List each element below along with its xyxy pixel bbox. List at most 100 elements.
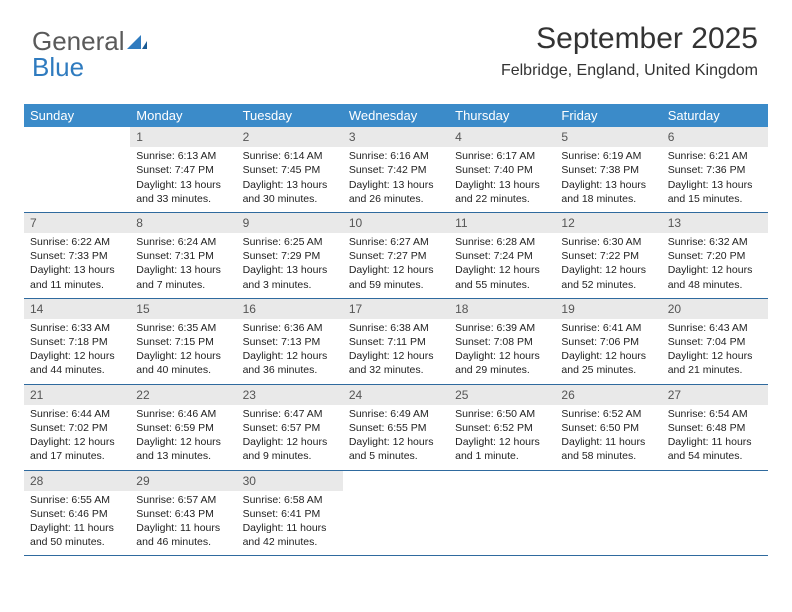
day-cell: 10Sunrise: 6:27 AMSunset: 7:27 PMDayligh… (343, 213, 449, 298)
day-cell (24, 127, 130, 212)
day-number: 20 (662, 299, 768, 319)
daylight-text: Daylight: 12 hours and 32 minutes. (349, 349, 443, 377)
day-number: 26 (555, 385, 661, 405)
sunrise-text: Sunrise: 6:13 AM (136, 149, 230, 163)
daylight-text: Daylight: 12 hours and 17 minutes. (30, 435, 124, 463)
day-body: Sunrise: 6:50 AMSunset: 6:52 PMDaylight:… (449, 405, 555, 470)
day-number: 7 (24, 213, 130, 233)
day-body: Sunrise: 6:52 AMSunset: 6:50 PMDaylight:… (555, 405, 661, 470)
day-cell: 8Sunrise: 6:24 AMSunset: 7:31 PMDaylight… (130, 213, 236, 298)
daylight-text: Daylight: 12 hours and 5 minutes. (349, 435, 443, 463)
day-body: Sunrise: 6:54 AMSunset: 6:48 PMDaylight:… (662, 405, 768, 470)
day-body: Sunrise: 6:13 AMSunset: 7:47 PMDaylight:… (130, 147, 236, 212)
day-cell: 6Sunrise: 6:21 AMSunset: 7:36 PMDaylight… (662, 127, 768, 212)
day-number: 29 (130, 471, 236, 491)
day-body: Sunrise: 6:16 AMSunset: 7:42 PMDaylight:… (343, 147, 449, 212)
sunrise-text: Sunrise: 6:32 AM (668, 235, 762, 249)
daylight-text: Daylight: 11 hours and 42 minutes. (243, 521, 337, 549)
daylight-text: Daylight: 12 hours and 36 minutes. (243, 349, 337, 377)
sunrise-text: Sunrise: 6:55 AM (30, 493, 124, 507)
day-cell: 24Sunrise: 6:49 AMSunset: 6:55 PMDayligh… (343, 385, 449, 470)
day-number: 25 (449, 385, 555, 405)
day-body: Sunrise: 6:46 AMSunset: 6:59 PMDaylight:… (130, 405, 236, 470)
sunrise-text: Sunrise: 6:41 AM (561, 321, 655, 335)
daylight-text: Daylight: 12 hours and 55 minutes. (455, 263, 549, 291)
sunrise-text: Sunrise: 6:19 AM (561, 149, 655, 163)
day-number: 17 (343, 299, 449, 319)
daylight-text: Daylight: 12 hours and 21 minutes. (668, 349, 762, 377)
sunset-text: Sunset: 7:45 PM (243, 163, 337, 177)
daylight-text: Daylight: 13 hours and 26 minutes. (349, 178, 443, 206)
daylight-text: Daylight: 12 hours and 1 minute. (455, 435, 549, 463)
sunset-text: Sunset: 7:24 PM (455, 249, 549, 263)
day-body: Sunrise: 6:57 AMSunset: 6:43 PMDaylight:… (130, 491, 236, 556)
day-body: Sunrise: 6:39 AMSunset: 7:08 PMDaylight:… (449, 319, 555, 384)
calendar: SundayMondayTuesdayWednesdayThursdayFrid… (24, 104, 768, 556)
weekday-header: Saturday (662, 104, 768, 127)
day-number: 21 (24, 385, 130, 405)
daylight-text: Daylight: 11 hours and 50 minutes. (30, 521, 124, 549)
day-cell: 26Sunrise: 6:52 AMSunset: 6:50 PMDayligh… (555, 385, 661, 470)
day-number: 16 (237, 299, 343, 319)
day-number: 24 (343, 385, 449, 405)
day-number: 19 (555, 299, 661, 319)
day-cell: 22Sunrise: 6:46 AMSunset: 6:59 PMDayligh… (130, 385, 236, 470)
day-number: 8 (130, 213, 236, 233)
day-body: Sunrise: 6:33 AMSunset: 7:18 PMDaylight:… (24, 319, 130, 384)
sunset-text: Sunset: 7:08 PM (455, 335, 549, 349)
weekday-header: Thursday (449, 104, 555, 127)
sunset-text: Sunset: 7:38 PM (561, 163, 655, 177)
weekday-header-row: SundayMondayTuesdayWednesdayThursdayFrid… (24, 104, 768, 127)
sunrise-text: Sunrise: 6:44 AM (30, 407, 124, 421)
sunrise-text: Sunrise: 6:46 AM (136, 407, 230, 421)
week-row: 14Sunrise: 6:33 AMSunset: 7:18 PMDayligh… (24, 299, 768, 385)
day-cell (343, 471, 449, 556)
sunrise-text: Sunrise: 6:17 AM (455, 149, 549, 163)
day-body: Sunrise: 6:22 AMSunset: 7:33 PMDaylight:… (24, 233, 130, 298)
day-number: 27 (662, 385, 768, 405)
day-number: 11 (449, 213, 555, 233)
daylight-text: Daylight: 13 hours and 3 minutes. (243, 263, 337, 291)
day-cell: 7Sunrise: 6:22 AMSunset: 7:33 PMDaylight… (24, 213, 130, 298)
sunrise-text: Sunrise: 6:57 AM (136, 493, 230, 507)
day-cell (662, 471, 768, 556)
day-cell: 20Sunrise: 6:43 AMSunset: 7:04 PMDayligh… (662, 299, 768, 384)
logo-word2: Blue (32, 52, 84, 82)
header-block: September 2025 Felbridge, England, Unite… (501, 22, 758, 80)
sunrise-text: Sunrise: 6:33 AM (30, 321, 124, 335)
day-number: 14 (24, 299, 130, 319)
week-row: 21Sunrise: 6:44 AMSunset: 7:02 PMDayligh… (24, 385, 768, 471)
sunrise-text: Sunrise: 6:35 AM (136, 321, 230, 335)
sunset-text: Sunset: 7:04 PM (668, 335, 762, 349)
weekday-header: Sunday (24, 104, 130, 127)
day-body: Sunrise: 6:24 AMSunset: 7:31 PMDaylight:… (130, 233, 236, 298)
day-number: 28 (24, 471, 130, 491)
day-cell: 1Sunrise: 6:13 AMSunset: 7:47 PMDaylight… (130, 127, 236, 212)
day-cell: 17Sunrise: 6:38 AMSunset: 7:11 PMDayligh… (343, 299, 449, 384)
sunrise-text: Sunrise: 6:58 AM (243, 493, 337, 507)
day-cell: 19Sunrise: 6:41 AMSunset: 7:06 PMDayligh… (555, 299, 661, 384)
day-number: 2 (237, 127, 343, 147)
daylight-text: Daylight: 13 hours and 15 minutes. (668, 178, 762, 206)
week-row: 1Sunrise: 6:13 AMSunset: 7:47 PMDaylight… (24, 127, 768, 213)
day-cell (555, 471, 661, 556)
day-number: 9 (237, 213, 343, 233)
sunrise-text: Sunrise: 6:52 AM (561, 407, 655, 421)
sunset-text: Sunset: 6:57 PM (243, 421, 337, 435)
day-cell: 15Sunrise: 6:35 AMSunset: 7:15 PMDayligh… (130, 299, 236, 384)
sunset-text: Sunset: 6:48 PM (668, 421, 762, 435)
weekday-header: Monday (130, 104, 236, 127)
daylight-text: Daylight: 12 hours and 44 minutes. (30, 349, 124, 377)
day-body: Sunrise: 6:55 AMSunset: 6:46 PMDaylight:… (24, 491, 130, 556)
day-body: Sunrise: 6:44 AMSunset: 7:02 PMDaylight:… (24, 405, 130, 470)
daylight-text: Daylight: 13 hours and 11 minutes. (30, 263, 124, 291)
sunset-text: Sunset: 7:27 PM (349, 249, 443, 263)
sunset-text: Sunset: 7:06 PM (561, 335, 655, 349)
sunset-text: Sunset: 6:50 PM (561, 421, 655, 435)
sunrise-text: Sunrise: 6:39 AM (455, 321, 549, 335)
day-number: 6 (662, 127, 768, 147)
weekday-header: Friday (555, 104, 661, 127)
day-cell: 27Sunrise: 6:54 AMSunset: 6:48 PMDayligh… (662, 385, 768, 470)
sunrise-text: Sunrise: 6:47 AM (243, 407, 337, 421)
day-body: Sunrise: 6:14 AMSunset: 7:45 PMDaylight:… (237, 147, 343, 212)
